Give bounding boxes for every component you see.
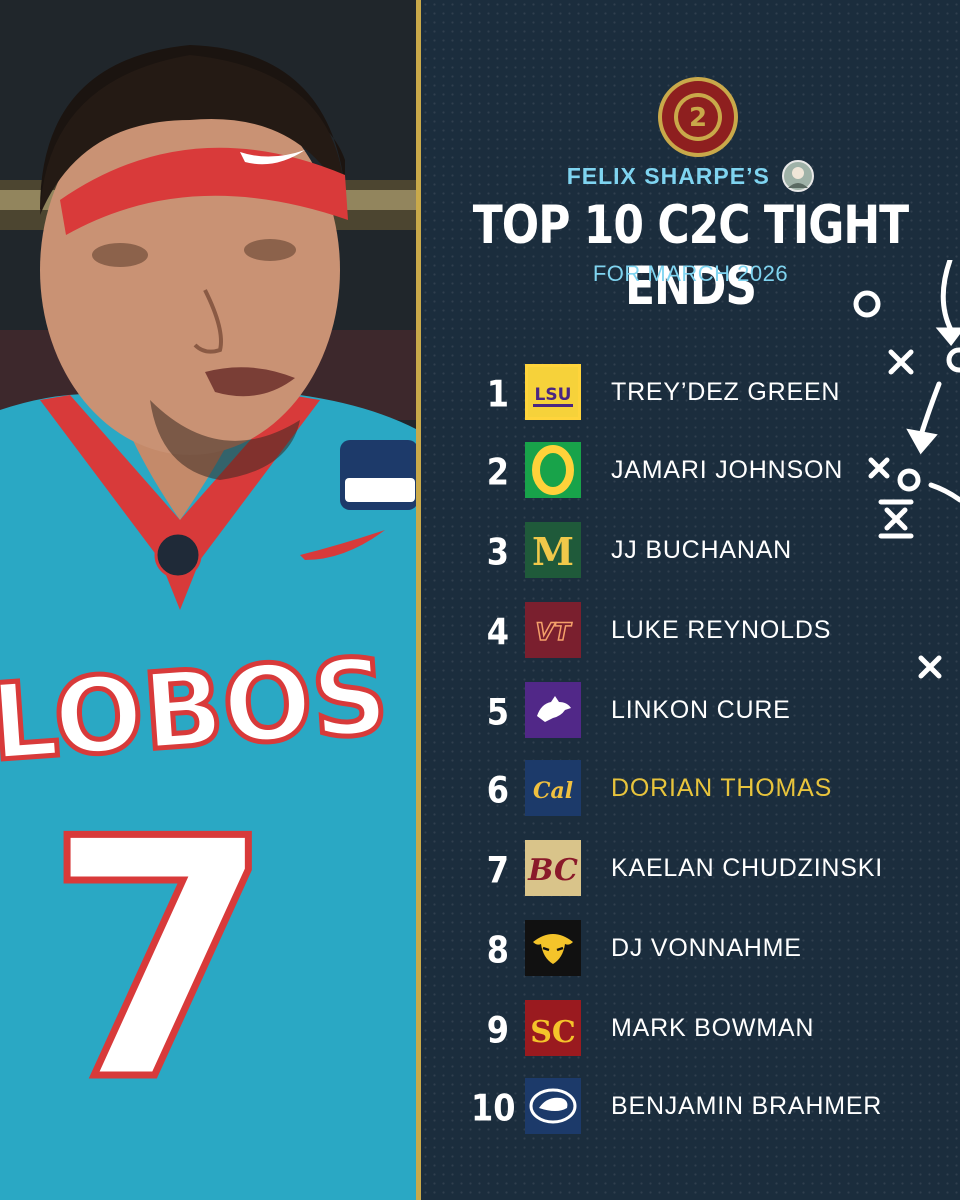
- svg-text:Cal: Cal: [533, 778, 573, 804]
- rank-number: 8: [486, 928, 509, 972]
- list-item: 6 Cal DORIAN THOMAS: [421, 758, 960, 818]
- rank-number: 1: [486, 372, 509, 416]
- play-diagram-icon: [853, 260, 960, 679]
- author-avatar-icon: [782, 160, 815, 192]
- rank-number: 4: [486, 610, 509, 654]
- svg-text:LSU: LSU: [535, 385, 572, 405]
- rank-number: 9: [486, 1008, 509, 1052]
- svg-text:M: M: [532, 529, 574, 574]
- rank-number: 3: [486, 530, 509, 574]
- player-name: JAMARI JOHNSON: [611, 456, 844, 484]
- penn-state-logo-icon: [525, 1078, 581, 1134]
- cal-logo-icon: Cal: [525, 760, 581, 816]
- rank-number: 7: [486, 848, 509, 892]
- list-item: 2 O JAMARI JOHNSON: [421, 440, 960, 500]
- rank-number: 2: [486, 450, 509, 494]
- player-name: LINKON CURE: [611, 696, 791, 724]
- michigan-logo-icon: M: [525, 522, 581, 578]
- gold-divider: [416, 0, 421, 1200]
- player-name: DJ VONNAHME: [611, 934, 802, 962]
- player-name: TREY’DEZ GREEN: [611, 378, 841, 406]
- rankings-panel: 2 FELIX SHARPE’S TOP 10 C2C TIGHT ENDS F…: [421, 0, 960, 1200]
- date-subtitle: FOR MARCH 2026: [592, 261, 789, 286]
- list-item: 10 BENJAMIN BRAHMER: [421, 1076, 960, 1136]
- oregon-logo-icon: O: [525, 442, 581, 498]
- boston-college-logo-icon: BC: [525, 840, 581, 896]
- jersey-number: 7: [45, 769, 275, 1153]
- player-name-highlighted: DORIAN THOMAS: [611, 774, 833, 802]
- list-item: 5 LINKON CURE: [421, 680, 960, 740]
- list-item: 8 DJ VONNAHME: [421, 918, 960, 978]
- iowa-logo-icon: [525, 920, 581, 976]
- usc-logo-icon: SC: [525, 1000, 581, 1056]
- kansas-state-logo-icon: [525, 682, 581, 738]
- football-player-photo-icon: LOBOS 7: [0, 0, 418, 1200]
- rank-number: 10: [471, 1086, 516, 1130]
- svg-text:SC: SC: [530, 1015, 576, 1050]
- svg-text:VT: VT: [536, 618, 573, 646]
- player-photo: LOBOS 7: [0, 0, 418, 1200]
- list-item: 3 M JJ BUCHANAN: [421, 520, 960, 580]
- rankings-list: 1 LSU TREY’DEZ GREEN 2 O JAMARI JOHNSON: [421, 0, 960, 1200]
- rank-number: 5: [486, 690, 509, 734]
- page-title: TOP 10 C2C TIGHT ENDS: [472, 195, 909, 318]
- list-item: 9 SC MARK BOWMAN: [421, 998, 960, 1058]
- player-name: MARK BOWMAN: [611, 1014, 815, 1042]
- player-name: JJ BUCHANAN: [611, 536, 793, 564]
- list-item: 4 VT LUKE REYNOLDS: [421, 600, 960, 660]
- author-label: FELIX SHARPE’S: [566, 162, 770, 189]
- rank-number: 6: [486, 768, 509, 812]
- list-item: 1 LSU TREY’DEZ GREEN: [421, 362, 960, 422]
- svg-text:2: 2: [689, 103, 707, 133]
- campus2canton-logo-icon: 2: [658, 77, 738, 157]
- player-name: KAELAN CHUDZINSKI: [611, 854, 883, 882]
- lsu-logo-icon: LSU: [525, 364, 581, 420]
- player-name: LUKE REYNOLDS: [611, 616, 832, 644]
- list-item: 7 BC KAELAN CHUDZINSKI: [421, 838, 960, 898]
- player-name: BENJAMIN BRAHMER: [611, 1092, 883, 1120]
- svg-text:BC: BC: [527, 853, 578, 888]
- virginia-tech-logo-icon: VT: [525, 602, 581, 658]
